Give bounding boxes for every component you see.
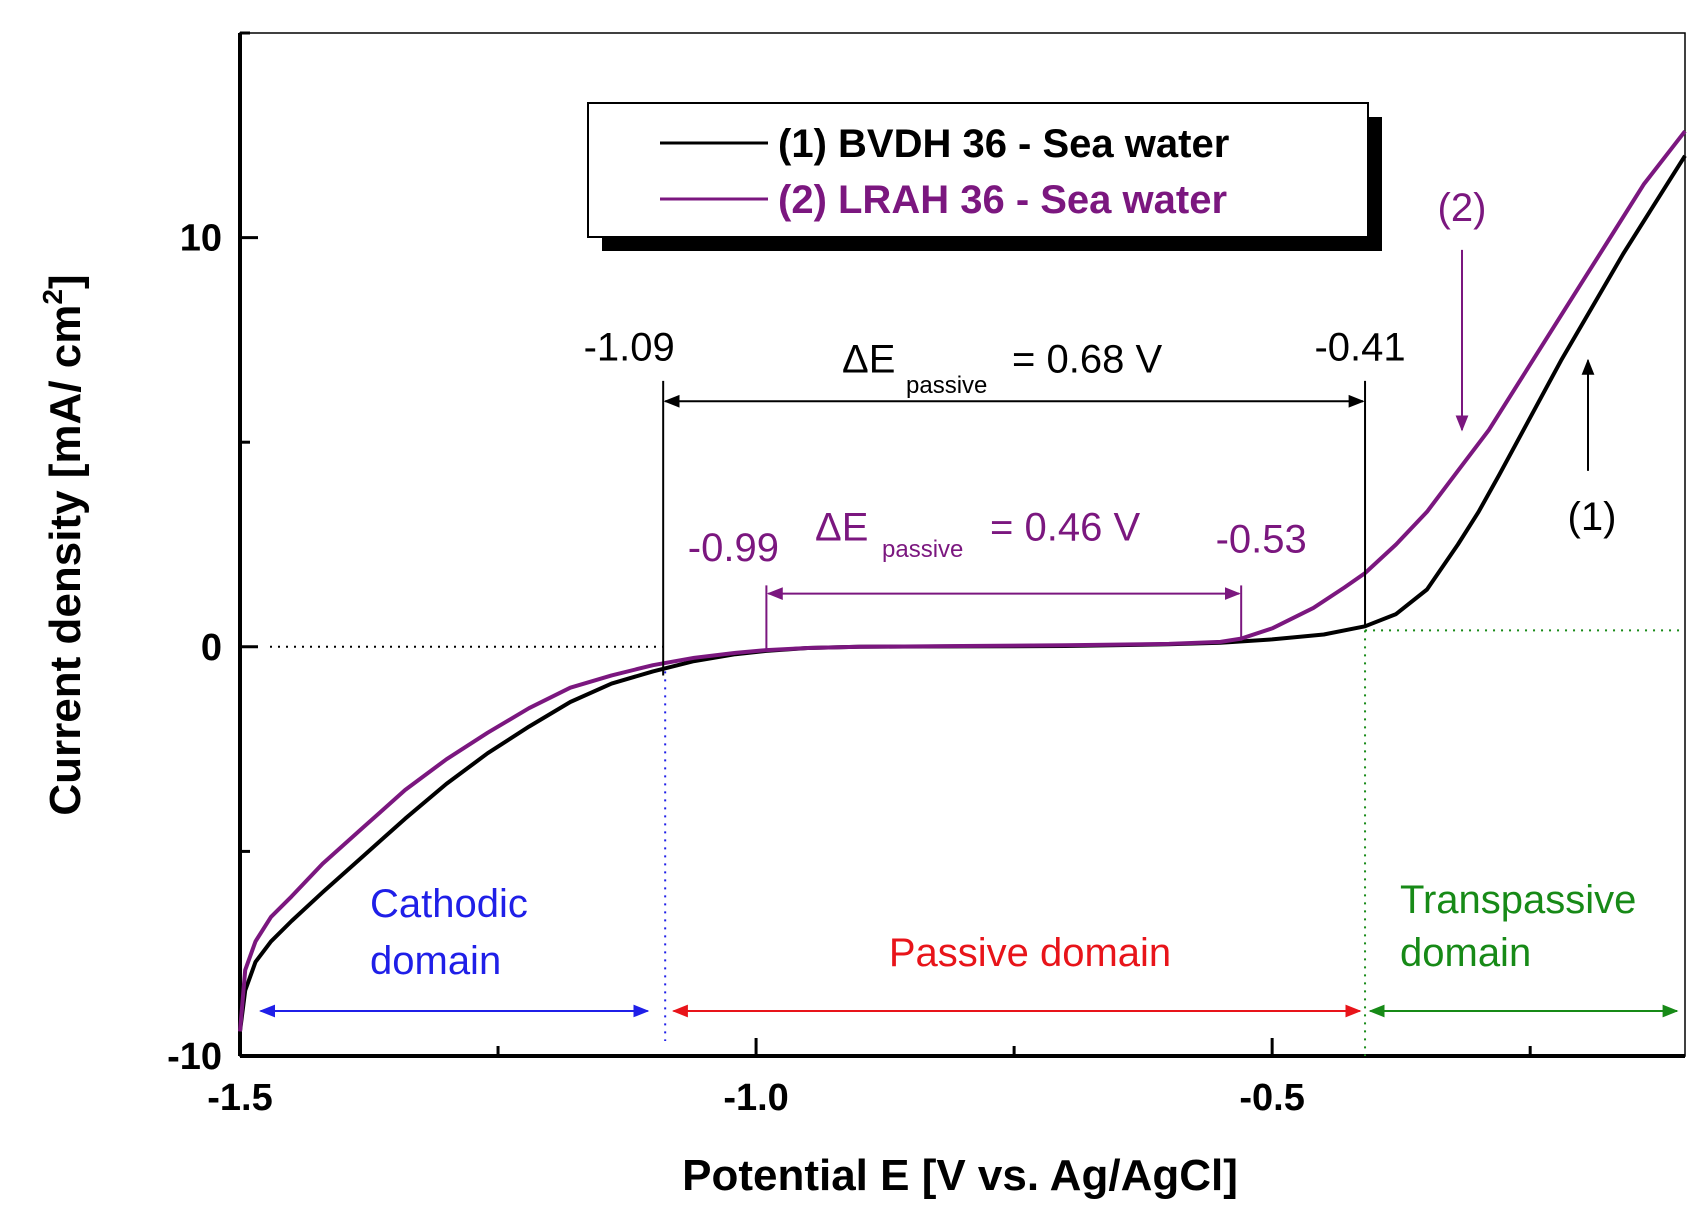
transpassive-label-2: domain — [1400, 931, 1531, 975]
y-tick-label: 10 — [180, 218, 222, 260]
y-tick-label: 0 — [201, 627, 222, 669]
series-label-1: (1) — [1568, 495, 1617, 539]
y-tick-label: -10 — [167, 1036, 222, 1078]
x-tick-label: -1.5 — [207, 1077, 272, 1119]
black-delta-value: = 0.68 V — [1012, 338, 1162, 382]
guide-lines — [270, 629, 1685, 1056]
y-axis-title: Current density [mA/ cm2] — [37, 274, 90, 815]
x-tick-label: -0.5 — [1239, 1077, 1304, 1119]
black-left-label: -1.09 — [584, 325, 675, 369]
black-right-label: -0.41 — [1314, 325, 1405, 369]
purple-delta-symbol: ΔE — [815, 505, 868, 549]
legend-label-2: (2) LRAH 36 - Sea water — [778, 178, 1227, 222]
series-line-2 — [238, 129, 1687, 1032]
purple-left-label: -0.99 — [688, 526, 779, 570]
annotations: -1.09 -0.41 ΔE passive = 0.68 V -0.99 -0.53 ΔE p… — [259, 186, 1679, 1018]
black-delta-sub: passive — [906, 372, 987, 399]
tick-labels: -1.5 -1.0 -0.5 -10 0 10 — [167, 218, 1305, 1119]
legend-box — [587, 102, 1369, 238]
purple-right-label: -0.53 — [1216, 518, 1307, 562]
axis-ticks — [238, 31, 1532, 1058]
x-axis-title: Potential E [V vs. Ag/AgCl] — [682, 1151, 1238, 1200]
legend-label-1: (1) BVDH 36 - Sea water — [778, 122, 1229, 166]
cathodic-label-2: domain — [370, 939, 501, 983]
purple-delta-sub: passive — [882, 536, 963, 563]
purple-delta-value: = 0.46 V — [990, 505, 1140, 549]
cathodic-label-1: Cathodic — [370, 882, 528, 926]
series-lines — [238, 129, 1687, 1032]
x-tick-label: -1.0 — [723, 1077, 788, 1119]
transpassive-label-1: Transpassive — [1400, 878, 1636, 922]
passive-label: Passive domain — [889, 931, 1171, 975]
black-delta-symbol: ΔE — [842, 338, 895, 382]
legend: (1) BVDH 36 - Sea water (2) LRAH 36 - Se… — [587, 102, 1382, 251]
series-label-2: (2) — [1438, 186, 1487, 230]
